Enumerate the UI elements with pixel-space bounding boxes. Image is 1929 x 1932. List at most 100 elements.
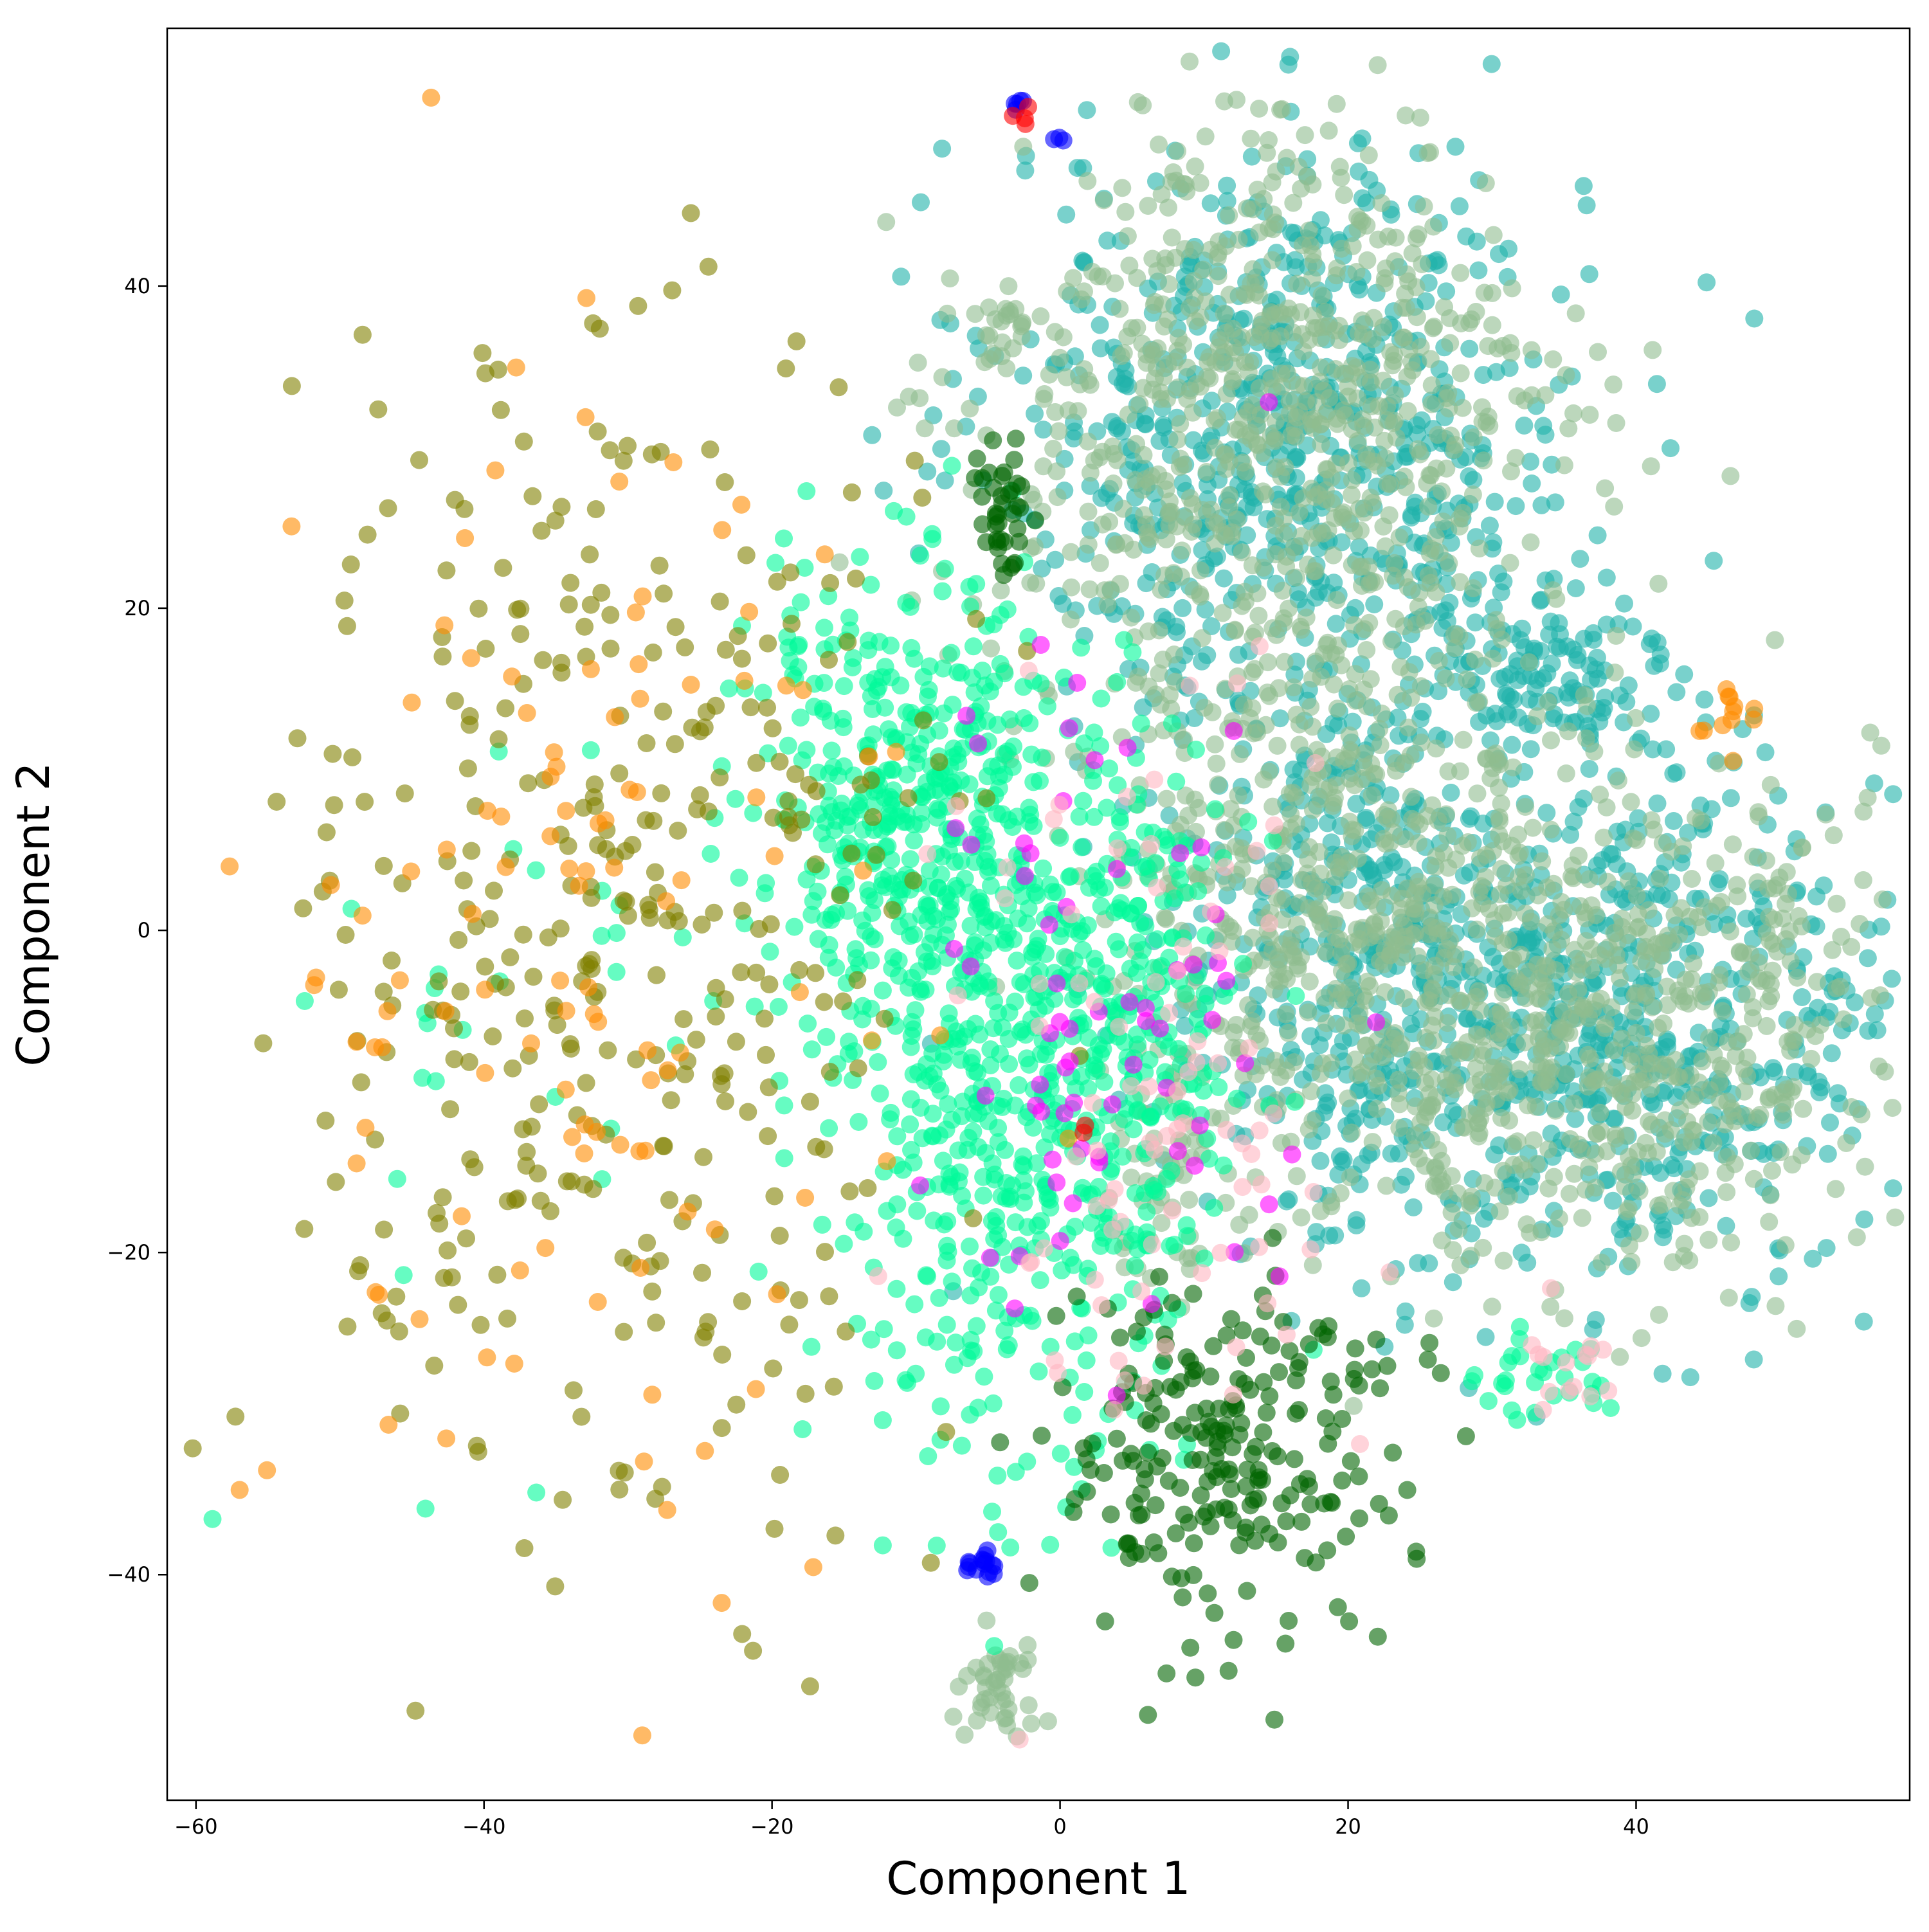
scatter-point [1386, 386, 1404, 404]
scatter-point [971, 815, 990, 834]
scatter-point [802, 1040, 821, 1059]
scatter-point [1035, 385, 1054, 403]
scatter-point [1104, 474, 1123, 492]
scatter-point [1507, 497, 1525, 516]
scatter-point [1110, 575, 1129, 593]
scatter-point [1249, 606, 1268, 625]
scatter-point [1710, 754, 1728, 773]
scatter-point [1781, 952, 1800, 971]
scatter-point [1451, 762, 1469, 781]
scatter-point [1422, 1097, 1441, 1115]
scatter-point [1471, 1071, 1490, 1090]
scatter-point [1306, 653, 1325, 671]
scatter-point [1573, 1209, 1591, 1227]
scatter-point [1605, 497, 1624, 516]
scatter-point [1541, 612, 1560, 631]
scatter-point [1723, 835, 1742, 854]
scatter-point [916, 419, 934, 438]
scatter-point [834, 992, 853, 1011]
scatter-point [1238, 526, 1256, 545]
scatter-point [1266, 545, 1285, 564]
scatter-point [1807, 887, 1825, 906]
scatter-point [1446, 138, 1465, 156]
scatter-point [1596, 950, 1615, 968]
scatter-point [1722, 1233, 1741, 1252]
scatter-point [1238, 199, 1256, 218]
scatter-point [931, 1397, 950, 1416]
scatter-point [1464, 471, 1483, 489]
scatter-point [1107, 932, 1125, 951]
scatter-point [1224, 370, 1242, 388]
scatter-point [1278, 365, 1297, 383]
scatter-point [1653, 1364, 1672, 1383]
scatter-point [1542, 731, 1560, 750]
scatter-point [1352, 935, 1370, 954]
scatter-point [1022, 1714, 1040, 1733]
scatter-point [1061, 867, 1080, 885]
scatter-point [1085, 451, 1103, 470]
scatter-point [945, 419, 963, 438]
scatter-point [1328, 748, 1346, 767]
scatter-point [1317, 460, 1336, 478]
scatter-point [1403, 244, 1422, 262]
scatter-point [1489, 564, 1508, 583]
scatter-point [1390, 1070, 1408, 1089]
scatter-point [1092, 975, 1111, 993]
scatter-point [1409, 834, 1427, 853]
scatter-point [1577, 729, 1595, 748]
scatter-point [835, 1234, 853, 1253]
scatter-point [1743, 998, 1762, 1016]
scatter-point [1325, 573, 1343, 592]
scatter-point [1574, 177, 1593, 195]
scatter-point [1335, 1016, 1354, 1034]
scatter-point [1137, 857, 1156, 876]
scatter-point [1034, 420, 1053, 439]
scatter-point [1637, 984, 1655, 1002]
scatter-point [1765, 910, 1783, 929]
scatter-point [849, 1113, 868, 1131]
scatter-point [964, 1123, 983, 1141]
scatter-point [1719, 1288, 1738, 1307]
scatter-point [1143, 345, 1162, 364]
scatter-point [1806, 1027, 1825, 1045]
scatter-point [1649, 574, 1668, 593]
scatter-point [1537, 804, 1556, 822]
scatter-point [1586, 1311, 1605, 1329]
scatter-point [1700, 1029, 1718, 1047]
scatter-point [1034, 859, 1053, 878]
scatter-point [757, 874, 775, 892]
scatter-point [1523, 474, 1541, 492]
scatter-point [961, 1237, 979, 1256]
scatter-point [1717, 1216, 1735, 1235]
scatter-point [939, 1095, 957, 1114]
scatter-point [1303, 245, 1322, 264]
scatter-point [981, 682, 999, 701]
scatter-point [1154, 416, 1173, 435]
scatter-point [1038, 697, 1056, 716]
scatter-point [1579, 1045, 1597, 1064]
scatter-point [1054, 328, 1073, 347]
scatter-point [1580, 406, 1599, 424]
scatter-point [1407, 278, 1426, 296]
scatter-point [1051, 348, 1069, 367]
scatter-point [853, 1010, 872, 1029]
scatter-point [1329, 636, 1348, 655]
scatter-point [1503, 1401, 1521, 1420]
scatter-point [1742, 1141, 1761, 1160]
scatter-point [1110, 300, 1129, 318]
scatter-point [1620, 872, 1638, 890]
scatter-point [1230, 420, 1249, 439]
scatter-point [966, 305, 984, 323]
scatter-point [1299, 1003, 1318, 1022]
scatter-point [1631, 1224, 1649, 1243]
scatter-point [1717, 1183, 1736, 1202]
scatter-point [607, 924, 626, 943]
scatter-point [933, 368, 952, 386]
scatter-point [998, 600, 1017, 618]
scatter-point [1182, 523, 1200, 541]
scatter-point [1111, 813, 1129, 831]
scatter-point [1318, 1014, 1336, 1033]
scatter-point [1493, 832, 1512, 851]
scatter-point [1352, 1155, 1371, 1173]
scatter-point [1507, 449, 1525, 467]
